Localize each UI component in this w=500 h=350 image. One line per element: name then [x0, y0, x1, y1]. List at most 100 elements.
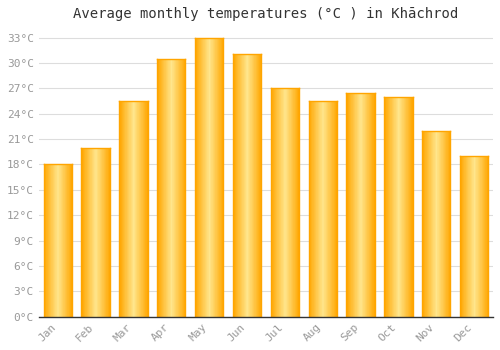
- Bar: [399, 97, 400, 317]
- Bar: [422, 131, 424, 317]
- Bar: [124, 101, 125, 317]
- Bar: [105, 148, 106, 317]
- Bar: [336, 101, 337, 317]
- Bar: [311, 101, 312, 317]
- Bar: [87, 148, 88, 317]
- Bar: [208, 37, 209, 317]
- Bar: [136, 101, 137, 317]
- Bar: [466, 156, 468, 317]
- Bar: [275, 88, 276, 317]
- Bar: [219, 37, 220, 317]
- Bar: [411, 97, 412, 317]
- Bar: [366, 92, 367, 317]
- Bar: [368, 92, 369, 317]
- Bar: [182, 59, 184, 317]
- Bar: [104, 148, 106, 317]
- Bar: [290, 88, 291, 317]
- Bar: [484, 156, 485, 317]
- Bar: [470, 156, 472, 317]
- Bar: [350, 92, 351, 317]
- Bar: [464, 156, 465, 317]
- Bar: [139, 101, 140, 317]
- Bar: [392, 97, 393, 317]
- Bar: [470, 156, 471, 317]
- Bar: [478, 156, 480, 317]
- Bar: [434, 131, 435, 317]
- Bar: [221, 37, 222, 317]
- Bar: [234, 55, 235, 317]
- Bar: [92, 148, 93, 317]
- Bar: [271, 88, 272, 317]
- Bar: [287, 88, 288, 317]
- Bar: [258, 55, 259, 317]
- Bar: [444, 131, 445, 317]
- Bar: [449, 131, 450, 317]
- Bar: [144, 101, 145, 317]
- Bar: [396, 97, 398, 317]
- Bar: [206, 37, 207, 317]
- Bar: [157, 59, 158, 317]
- Bar: [392, 97, 394, 317]
- Bar: [426, 131, 427, 317]
- Bar: [176, 59, 177, 317]
- Bar: [279, 88, 280, 317]
- Bar: [369, 92, 370, 317]
- Bar: [321, 101, 322, 317]
- Bar: [314, 101, 315, 317]
- Bar: [129, 101, 130, 317]
- Bar: [44, 164, 46, 317]
- Bar: [184, 59, 185, 317]
- Bar: [135, 101, 136, 317]
- Bar: [98, 148, 99, 317]
- Bar: [233, 55, 234, 317]
- Bar: [183, 59, 184, 317]
- Bar: [398, 97, 399, 317]
- Bar: [260, 55, 261, 317]
- Bar: [173, 59, 174, 317]
- Bar: [92, 148, 94, 317]
- Bar: [202, 37, 203, 317]
- Bar: [324, 101, 325, 317]
- Bar: [362, 92, 363, 317]
- Bar: [85, 148, 86, 317]
- Bar: [436, 131, 437, 317]
- Bar: [406, 97, 407, 317]
- Bar: [240, 55, 241, 317]
- Bar: [244, 55, 245, 317]
- Bar: [137, 101, 138, 317]
- Bar: [250, 55, 251, 317]
- Bar: [103, 148, 104, 317]
- Bar: [60, 164, 61, 317]
- Bar: [138, 101, 139, 317]
- Bar: [472, 156, 473, 317]
- Bar: [486, 156, 487, 317]
- Bar: [272, 88, 273, 317]
- Bar: [394, 97, 395, 317]
- Bar: [89, 148, 90, 317]
- Bar: [172, 59, 173, 317]
- Bar: [64, 164, 65, 317]
- Bar: [357, 92, 358, 317]
- Bar: [125, 101, 126, 317]
- Bar: [239, 55, 240, 317]
- Bar: [430, 131, 431, 317]
- Bar: [56, 164, 57, 317]
- Bar: [400, 97, 402, 317]
- Bar: [469, 156, 470, 317]
- Bar: [283, 88, 284, 317]
- Bar: [83, 148, 84, 317]
- Bar: [385, 97, 386, 317]
- Bar: [94, 148, 95, 317]
- Bar: [335, 101, 336, 317]
- Bar: [122, 101, 124, 317]
- Bar: [167, 59, 168, 317]
- Bar: [168, 59, 169, 317]
- Bar: [47, 164, 48, 317]
- Bar: [49, 164, 50, 317]
- Bar: [317, 101, 318, 317]
- Bar: [207, 37, 208, 317]
- Bar: [331, 101, 332, 317]
- Bar: [468, 156, 469, 317]
- Bar: [425, 131, 426, 317]
- Bar: [432, 131, 433, 317]
